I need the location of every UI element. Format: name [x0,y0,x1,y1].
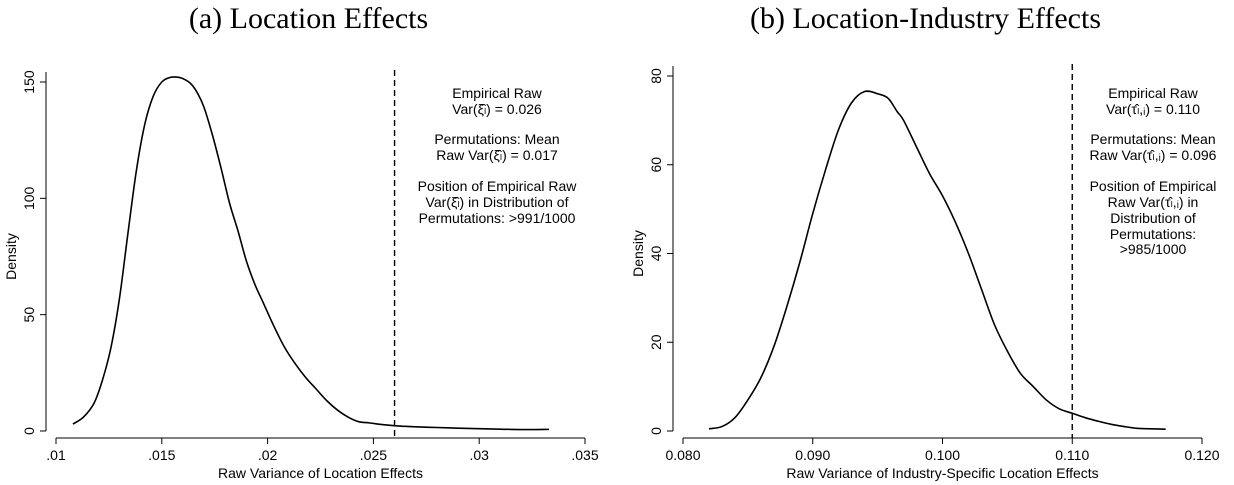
chart-title: (a) Location Effects [188,2,429,35]
x-tick-label: 0.120 [1184,447,1219,463]
y-tick-label: 0 [21,427,37,435]
y-tick-label: 80 [648,68,664,84]
annotation-line: Var(τ̂ₗ,ᵢ) = 0.110 [1106,101,1200,117]
y-tick-label: 50 [21,307,37,323]
y-tick-label: 60 [648,157,664,173]
annotation-line: Empirical Raw [1108,85,1198,101]
y-tick-label: 100 [21,186,37,210]
annotation-line: Var(ξ̂ₗ) = 0.026 [452,101,542,117]
y-tick-label: 0 [648,427,664,435]
x-axis-label: Raw Variance of Location Effects [218,465,423,481]
annotation-line: Permutations: >991/1000 [419,210,576,226]
annotation-line: Position of Empirical Raw [418,178,578,194]
x-tick-label: 0.110 [1055,447,1089,463]
chart-title: (b) Location-Industry Effects [750,2,1101,35]
density-curve [708,90,1166,431]
x-tick-label: .015 [148,447,175,463]
chart-plot-a: .01 .015 .02 .025 .03 .035 0 50 100 150 Raw Varian… [3,70,599,481]
annotation-line: Empirical Raw [452,85,542,101]
annotation-line: >985/1000 [1120,241,1187,257]
y-tick-label: 20 [648,334,664,350]
x-axis-label: Raw Variance of Industry-Specific Locati… [786,465,1098,481]
annotation-line: Raw Var(τ̂ₗ,ᵢ) in [1108,194,1199,210]
y-tick-label: 150 [21,70,37,94]
x-tick-label: 0.090 [795,447,830,463]
y-tick-label: 40 [648,246,664,262]
density-curve [72,76,550,431]
y-axis-label: Density [3,233,19,280]
x-tick-label: .02 [258,447,278,463]
annotation-line: Permutations: Mean [1090,131,1215,147]
annotation-line: Position of Empirical [1090,178,1217,194]
chart-panel-location-effects: (a) Location Effects .01.015.02.025.03.0… [3,2,599,481]
x-tick-label: .025 [360,447,387,463]
x-tick-label: .035 [571,447,598,463]
annotation-line: Permutations: Mean [434,131,559,147]
y-axis-label: Density [630,230,646,277]
x-tick-label: .03 [469,447,489,463]
annotation-line: Permutations: [1110,226,1196,242]
chart-plot-b: 0.080 0.090 0.100 0.110 0.120 0 20 40 60 80 Raw Va… [630,64,1220,481]
x-tick-label: 0.100 [925,447,960,463]
annotation-line: Raw Var(τ̂ₗ,ᵢ) = 0.096 [1090,147,1217,163]
x-tick-label: .01 [46,447,66,463]
annotation-line: Raw Var(ξ̂ₗ) = 0.017 [436,147,558,163]
annotation-line: Distribution of [1110,210,1196,226]
x-tick-label: 0.080 [665,447,700,463]
annotation-line: Var(ξ̂ₗ) in Distribution of [426,194,569,210]
chart-panel-location-industry-effects: (b) Location-Industry Effects 0.080 0.090… [617,0,1234,485]
